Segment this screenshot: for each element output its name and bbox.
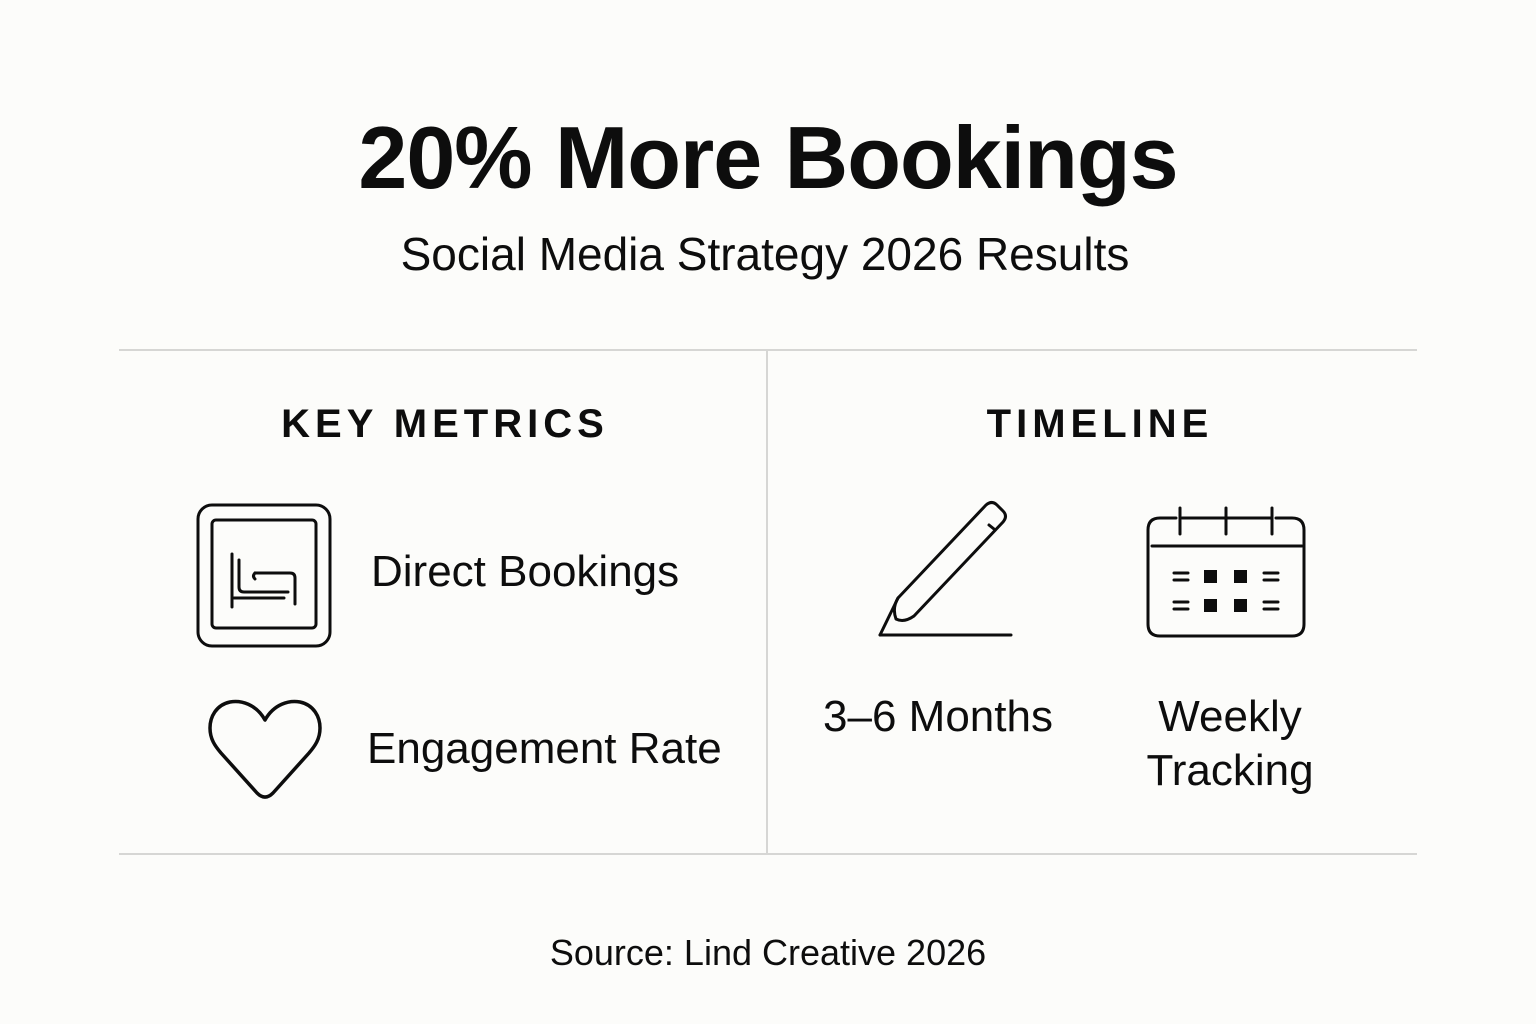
metric-label: Engagement Rate (367, 724, 722, 773)
bed-icon (196, 503, 332, 648)
key-metrics-heading: KEY METRICS (281, 402, 609, 446)
timeline-label: Weekly Tracking (1110, 690, 1350, 798)
calendar-icon (1146, 504, 1306, 638)
timeline-heading: TIMELINE (986, 402, 1214, 446)
heart-icon (208, 697, 322, 801)
center-divider (766, 350, 768, 854)
bottom-divider (119, 853, 1417, 855)
metric-label: Direct Bookings (371, 547, 680, 596)
timeline-label-line1: Weekly (1158, 692, 1302, 741)
page-title: 20% More Bookings (358, 108, 1178, 207)
timeline-label-line2: Tracking (1146, 746, 1314, 795)
timeline-label: 3–6 Months (823, 692, 1053, 741)
source-citation: Source: Lind Creative 2026 (549, 932, 987, 973)
page-subtitle: Social Media Strategy 2026 Results (400, 228, 1130, 280)
top-divider (119, 349, 1417, 351)
pencil-icon (876, 498, 1016, 640)
